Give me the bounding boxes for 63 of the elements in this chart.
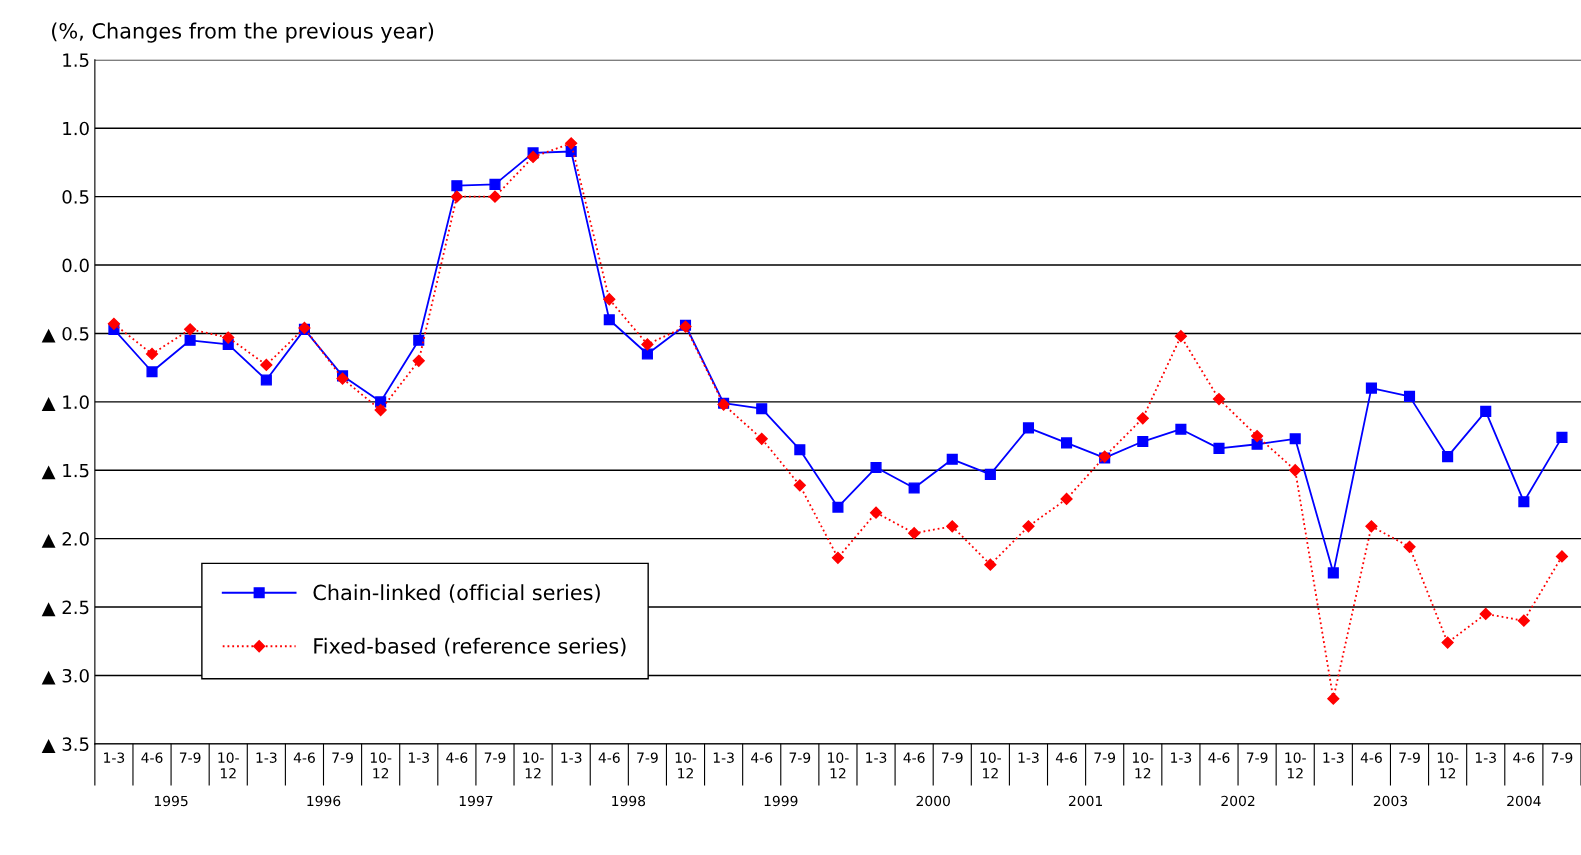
y-tick-label: ▲ 2.5 (41, 600, 89, 617)
text: 2000 (916, 795, 950, 807)
text: 1999 (764, 795, 798, 807)
text: 1995 (154, 795, 188, 807)
text: 1996 (307, 795, 341, 807)
y-tick-label: 1.5 (63, 53, 89, 67)
x-tick-label: 4-6 (446, 752, 468, 763)
y-tick-label: ▲ 1.0 (41, 395, 89, 411)
x-tick-label: 1-3 (561, 752, 582, 763)
x-tick-label: 10-12 (218, 752, 239, 779)
x-tick-label: 1-3 (256, 752, 277, 763)
x-tick-label: 1-3 (1323, 752, 1344, 763)
x-tick-label: 10-12 (675, 752, 697, 779)
y-tick-label: 0.5 (62, 190, 89, 204)
y-tick-label: ▲ 1.5 (41, 463, 89, 480)
x-tick-label: 4-6 (1208, 752, 1230, 763)
text: 2002 (1221, 795, 1255, 807)
x-tick-label: 10-12 (1132, 752, 1154, 779)
x-tick-label: 1-3 (1018, 752, 1039, 763)
x-tick-label: 4-6 (1513, 752, 1535, 763)
x-tick-label: 7-9 (1399, 752, 1420, 763)
x-tick-label: 7-9 (1551, 752, 1573, 763)
x-tick-label: 10-12 (1285, 752, 1306, 779)
x-tick-label: 1-3 (1171, 752, 1192, 763)
x-tick-label: 7-9 (637, 752, 658, 763)
text: 2004 (1507, 795, 1541, 807)
x-tick-label: 10-12 (370, 752, 392, 779)
x-tick-label: 7-9 (179, 752, 201, 763)
y-tick-label: ▲ 0.5 (41, 326, 89, 343)
x-tick-label: 4-6 (903, 752, 925, 763)
x-tick-label: 4-6 (1360, 752, 1382, 763)
text: 1998 (612, 795, 646, 807)
x-tick-label: 10-12 (828, 752, 849, 779)
y-tick-label: 1.0 (63, 121, 89, 136)
legend-label: Chain-linked (official series) (313, 584, 600, 603)
y-tick-label: ▲ 3.0 (41, 668, 89, 685)
x-tick-label: 10-12 (523, 752, 544, 779)
x-tick-label: 4-6 (141, 752, 163, 763)
x-tick-label: 7-9 (1094, 752, 1116, 763)
x-tick-label: 4-6 (1055, 752, 1078, 763)
x-tick-label: 1-3 (408, 752, 429, 763)
legend-label: Fixed-based (reference series) (314, 637, 626, 657)
x-tick-label: 7-9 (789, 752, 811, 763)
x-tick-label: 7-9 (484, 752, 506, 763)
x-tick-label: 7-9 (942, 752, 963, 763)
x-tick-label: 10-12 (1437, 752, 1459, 779)
x-tick-label: 4-6 (598, 752, 620, 763)
x-tick-label: 1-3 (713, 752, 734, 763)
x-tick-label: 7-9 (1246, 752, 1268, 763)
x-tick-label: 1-3 (1475, 752, 1496, 763)
text: 1997 (459, 795, 493, 807)
x-tick-label: 4-6 (293, 752, 315, 763)
x-tick-label: 7-9 (332, 752, 353, 763)
text: 2003 (1373, 795, 1408, 807)
x-tick-label: 1-3 (104, 752, 125, 763)
x-tick-label: 10-12 (980, 752, 1002, 779)
x-tick-label: 4-6 (751, 752, 773, 763)
y-tick-label: 0.0 (62, 258, 89, 273)
x-tick-label: 1-3 (866, 752, 887, 763)
y-tick-label: ▲ 2.0 (41, 532, 89, 548)
y-axis-title: (%, Changes from the previous year) (52, 22, 434, 43)
y-tick-label: ▲ 3.5 (41, 737, 89, 753)
text: 2001 (1068, 795, 1103, 807)
